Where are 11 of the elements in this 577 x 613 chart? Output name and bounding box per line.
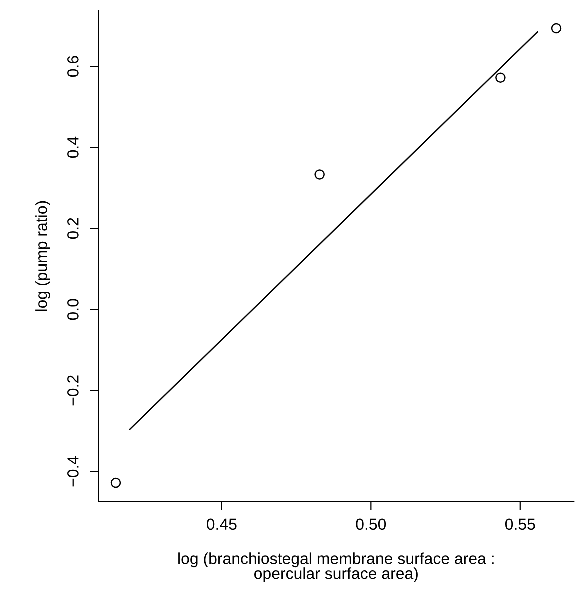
y-tick-label: 0.6 xyxy=(68,56,79,78)
x-tick-label: 0.55 xyxy=(505,518,536,530)
y-tick-label: 0.0 xyxy=(68,299,79,320)
y-tick-label: −0.4 xyxy=(68,456,79,487)
x-tick-label: 0.50 xyxy=(356,518,386,530)
y-tick-label: 0.4 xyxy=(68,136,79,158)
y-axis-title: log (pump ratio) xyxy=(36,201,50,312)
x-axis-title: log (branchiostegal membrane surface area : opercular surface area) xyxy=(178,552,494,582)
x-tick-label: 0.45 xyxy=(207,518,237,530)
y-tick-label: 0.2 xyxy=(68,218,79,240)
y-tick-label: −0.2 xyxy=(68,376,79,406)
